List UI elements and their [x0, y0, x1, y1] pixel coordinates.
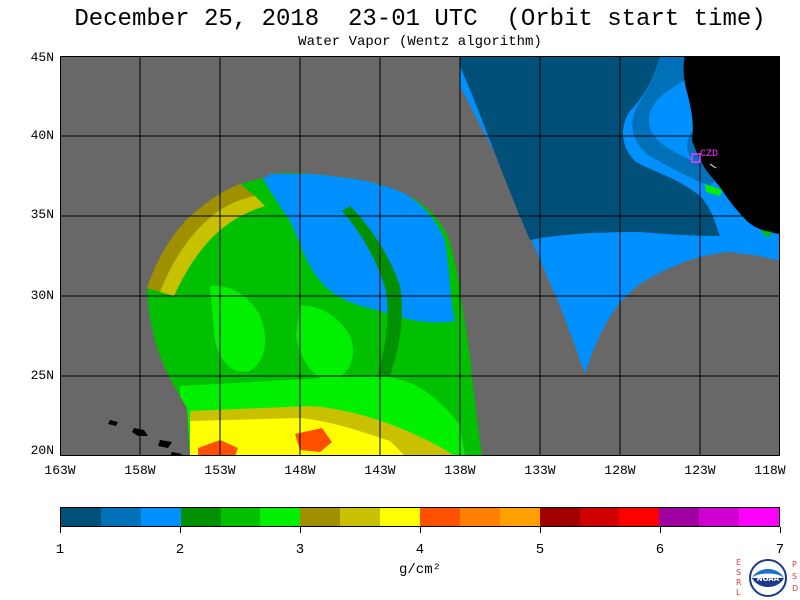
noaa-seal: NOAA: [749, 559, 787, 597]
colorbar-units: g/cm²: [398, 562, 441, 578]
swath-dark-green-band: [342, 206, 402, 376]
colorbar-segment-8: [340, 508, 381, 526]
logo-letter-p: P: [792, 560, 797, 569]
colorbar-segment-16: [659, 508, 700, 526]
swath-olive-edge: [147, 184, 255, 292]
lon-label-163w: 163W: [44, 463, 76, 478]
coast-green-speck: [760, 230, 772, 238]
station-tick: [709, 163, 717, 169]
western-swath: [147, 173, 482, 456]
colorbar-tick-label-1: 1: [55, 542, 65, 558]
logo-letter-l: L: [736, 588, 741, 597]
lon-label-148w: 148W: [284, 463, 316, 478]
hawaii-island-maui: [158, 440, 172, 448]
colorbar-segment-13: [539, 508, 580, 526]
east-dark-blue-region: [460, 56, 720, 240]
land-california: [683, 56, 780, 234]
lon-label-118w: 118W: [754, 463, 786, 478]
colorbar-tick-label-7: 7: [775, 542, 785, 558]
colorbar-tick-2: [180, 527, 181, 533]
lon-label-138w: 138W: [444, 463, 476, 478]
station-marker-czd: [691, 153, 701, 163]
colorbar-segment-9: [380, 508, 421, 526]
colorbar-tick-3: [300, 527, 301, 533]
swath-yellowgreen-edge: [160, 196, 265, 296]
colorbar-segment-11: [459, 508, 500, 526]
noaa-esrl-psd-logo: E S R L P S D NOAA: [736, 558, 798, 600]
colorbar-segment-10: [420, 508, 460, 526]
east-green-speck: [705, 184, 722, 196]
colorbar-segment-12: [499, 508, 540, 526]
colorbar-segment-18: [739, 508, 780, 526]
colorbar-tick-4: [420, 527, 421, 533]
lat-label-30n: 30N: [30, 288, 54, 303]
colorbar: [60, 507, 780, 527]
colorbar-tick-5: [540, 527, 541, 533]
colorbar-segment-17: [699, 508, 740, 526]
map-subtitle: Water Vapor (Wentz algorithm): [298, 34, 542, 50]
colorbar-segment-2: [100, 508, 141, 526]
station-label-czd: CZD: [700, 149, 718, 160]
colorbar-tick-label-5: 5: [535, 542, 545, 558]
colorbar-tick-label-4: 4: [415, 542, 425, 558]
colorbar-tick-1: [60, 527, 61, 533]
colorbar-tick-7: [780, 527, 781, 533]
lat-label-20n: 20N: [30, 443, 54, 458]
lat-label-40n: 40N: [30, 128, 54, 143]
swath-orange-patch-1: [198, 440, 238, 456]
colorbar-tick-label-3: 3: [295, 542, 305, 558]
swath-bright-green-1: [210, 285, 266, 372]
colorbar-segment-1: [61, 508, 101, 526]
east-mid-blue-band: [632, 56, 720, 186]
lat-label-35n: 35N: [30, 207, 54, 222]
colorbar-segment-14: [579, 508, 620, 526]
logo-letter-s: S: [736, 568, 742, 577]
colorbar-segment-6: [260, 508, 301, 526]
colorbar-tick-6: [660, 527, 661, 533]
colorbar-segment-7: [300, 508, 341, 526]
colorbar-tick-label-6: 6: [655, 542, 665, 558]
colorbar-segment-4: [180, 508, 221, 526]
swath-blue-region: [260, 174, 455, 323]
lon-label-158w: 158W: [124, 463, 156, 478]
swath-orange-patch-2: [295, 428, 332, 452]
water-vapor-map: CZD: [60, 56, 780, 456]
map-frame: [60, 56, 780, 456]
noaa-seal-bottom: [752, 578, 784, 587]
hawaii-island-kauai: [108, 420, 118, 426]
colorbar-segment-15: [619, 508, 660, 526]
lon-label-153w: 153W: [204, 463, 236, 478]
map-title: December 25, 2018 23-01 UTC (Orbit start…: [74, 6, 766, 33]
swath-bright-green-2: [296, 305, 354, 381]
colorbar-segment-5: [220, 508, 261, 526]
colorbar-tick-label-2: 2: [175, 542, 185, 558]
logo-letter-r: R: [736, 578, 742, 587]
logo-letter-s2: S: [792, 572, 798, 581]
lon-label-143w: 143W: [364, 463, 396, 478]
lon-label-123w: 123W: [684, 463, 716, 478]
colorbar-segment-3: [140, 508, 181, 526]
noaa-seal-text: NOAA: [757, 575, 780, 583]
map-grid: [60, 56, 780, 456]
lon-label-128w: 128W: [604, 463, 636, 478]
lon-label-133w: 133W: [524, 463, 556, 478]
lat-label-25n: 25N: [30, 368, 54, 383]
logo-letter-d: D: [792, 584, 799, 593]
lat-label-45n: 45N: [30, 50, 54, 65]
logo-letter-e: E: [736, 558, 742, 567]
noaa-seal-bird: [752, 569, 784, 578]
